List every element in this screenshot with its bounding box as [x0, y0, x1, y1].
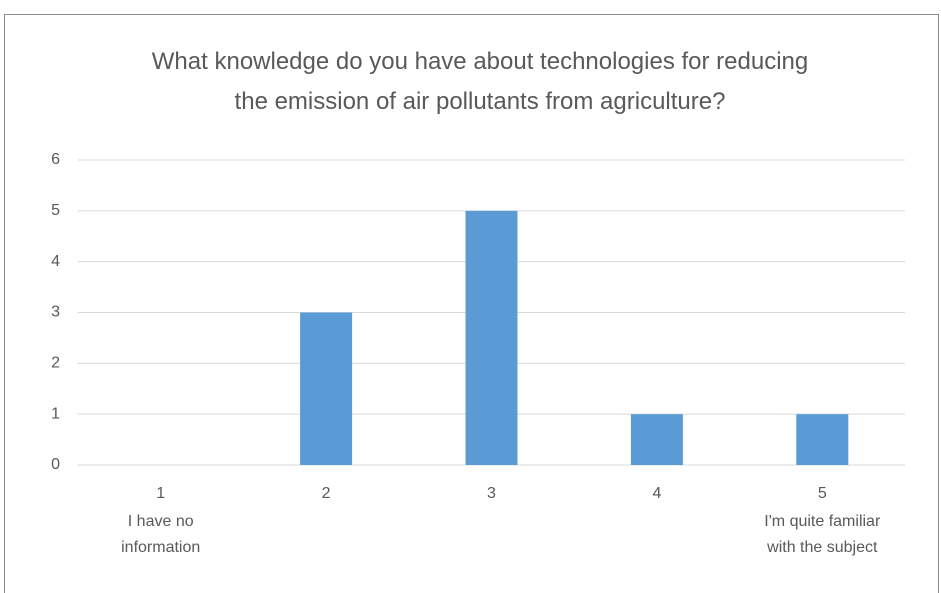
bar	[465, 210, 518, 465]
x-tick-description: information	[121, 539, 200, 556]
y-tick-label: 5	[51, 202, 60, 219]
bar	[796, 414, 849, 465]
bar	[300, 312, 353, 465]
x-tick-description: with the subject	[766, 539, 878, 556]
x-tick-label: 1	[156, 485, 165, 502]
y-tick-label: 4	[51, 253, 60, 270]
y-tick-label: 0	[51, 456, 60, 473]
x-tick-label: 3	[487, 485, 496, 502]
x-tick-description: I have no	[128, 513, 194, 530]
x-tick-label: 4	[652, 485, 661, 502]
chart-title: What knowledge do you have about technol…	[151, 48, 809, 115]
y-tick-label: 1	[51, 405, 60, 422]
y-tick-label: 2	[51, 355, 60, 372]
y-tick-label: 6	[51, 151, 60, 168]
y-tick-label: 3	[51, 304, 60, 321]
chart-frame	[4, 14, 939, 593]
x-tick-description: I'm quite familiar	[764, 513, 881, 530]
bar	[630, 414, 683, 465]
x-tick-label: 5	[818, 485, 827, 502]
x-tick-label: 2	[322, 485, 331, 502]
